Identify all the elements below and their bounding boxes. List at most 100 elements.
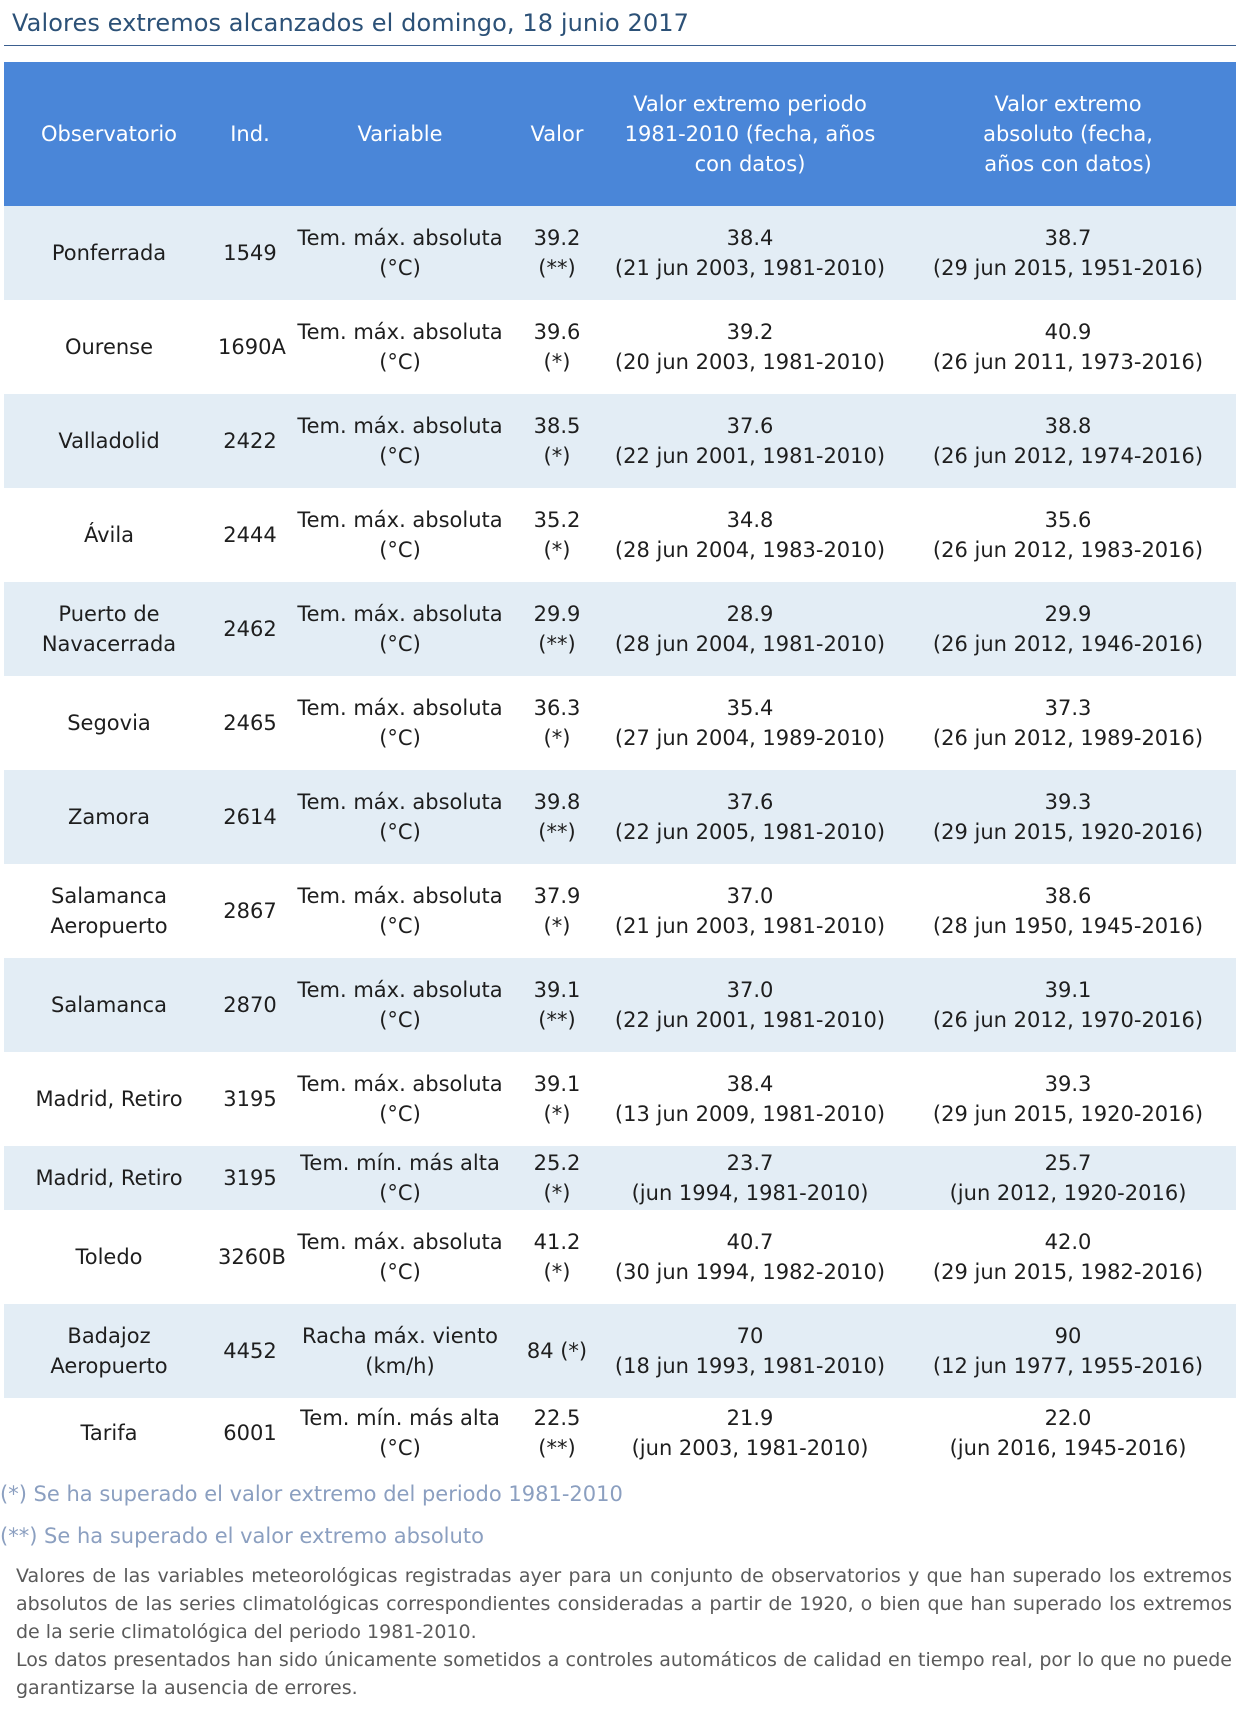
cell-absoluto: 22.0 (jun 2016, 1945-2016) [900, 1398, 1236, 1468]
cell-absoluto: 38.8 (26 jun 2012, 1974-2016) [900, 394, 1236, 488]
absoluto-value: 25.7 [1044, 1151, 1092, 1175]
header-observatorio: Observatorio [4, 62, 214, 206]
table-row: Madrid, Retiro 3195 Tem. mín. más alta (… [4, 1146, 1236, 1210]
cell-variable: Tem. máx. absoluta (°C) [297, 978, 503, 1032]
cell-ind: 2422 [223, 429, 277, 453]
periodo-info: (jun 2003, 1981-2010) [631, 1436, 869, 1460]
periodo-value: 40.7 [726, 1230, 774, 1254]
absoluto-value: 38.7 [1044, 226, 1092, 250]
periodo-info: (28 jun 2004, 1981-2010) [614, 632, 886, 656]
absoluto-info: (jun 2016, 1945-2016) [949, 1436, 1187, 1460]
absoluto-value: 39.3 [1044, 1072, 1092, 1096]
cell-periodo: 21.9 (jun 2003, 1981-2010) [600, 1398, 900, 1468]
cell-ind: 2465 [223, 711, 277, 735]
header-ind: Ind. [214, 62, 286, 206]
cell-variable: Tem. máx. absoluta (°C) [297, 508, 503, 562]
cell-periodo: 35.4 (27 jun 2004, 1989-2010) [600, 676, 900, 770]
cell-observatorio: Ponferrada [51, 241, 167, 265]
absoluto-info: (26 jun 2012, 1946-2016) [932, 632, 1204, 656]
cell-valor: 39.1 (*) [533, 1072, 581, 1126]
periodo-value: 28.9 [726, 602, 774, 626]
absoluto-value: 38.8 [1044, 414, 1092, 438]
cell-observatorio: Madrid, Retiro [35, 1166, 183, 1190]
extremes-table: Observatorio Ind. Variable Valor Valor e… [4, 62, 1236, 1468]
absoluto-value: 29.9 [1044, 602, 1092, 626]
cell-periodo: 37.6 (22 jun 2001, 1981-2010) [600, 394, 900, 488]
note-double-asterisk: (**) Se ha superado el valor extremo abs… [0, 1524, 484, 1548]
cell-absoluto: 39.1 (26 jun 2012, 1970-2016) [900, 958, 1236, 1052]
periodo-info: (22 jun 2001, 1981-2010) [614, 1008, 886, 1032]
cell-periodo: 70 (18 jun 1993, 1981-2010) [600, 1304, 900, 1398]
cell-valor: 84 (*) [526, 1339, 588, 1363]
cell-observatorio: Madrid, Retiro [35, 1087, 183, 1111]
absoluto-info: (28 jun 1950, 1945-2016) [932, 914, 1204, 938]
cell-variable: Tem. máx. absoluta (°C) [297, 790, 503, 844]
absoluto-value: 39.3 [1044, 790, 1092, 814]
cell-variable: Tem. mín. más alta (°C) [300, 1406, 500, 1460]
periodo-value: 38.4 [726, 226, 774, 250]
absoluto-info: (29 jun 2015, 1920-2016) [932, 1102, 1204, 1126]
cell-valor: 39.6 (*) [533, 320, 581, 374]
periodo-value: 21.9 [726, 1406, 774, 1430]
table-row: Ourense 1690A Tem. máx. absoluta (°C) 39… [4, 300, 1236, 394]
cell-ind: 3195 [223, 1166, 277, 1190]
table-row: Salamanca Aeropuerto 2867 Tem. máx. abso… [4, 864, 1236, 958]
periodo-info: (28 jun 2004, 1983-2010) [614, 538, 886, 562]
absoluto-value: 35.6 [1044, 508, 1092, 532]
absoluto-info: (29 jun 2015, 1982-2016) [932, 1260, 1204, 1284]
periodo-value: 37.6 [726, 790, 774, 814]
table-row: Zamora 2614 Tem. máx. absoluta (°C) 39.8… [4, 770, 1236, 864]
cell-valor: 39.1 (**) [533, 978, 581, 1032]
periodo-value: 37.0 [726, 978, 774, 1002]
header-absoluto: Valor extremo absoluto (fecha, años con … [900, 62, 1236, 206]
cell-valor: 35.2 (*) [533, 508, 581, 562]
cell-ind: 1690A [218, 335, 286, 359]
cell-variable: Tem. máx. absoluta (°C) [297, 414, 503, 468]
absoluto-info: (jun 2012, 1920-2016) [949, 1181, 1187, 1205]
cell-variable: Tem. máx. absoluta (°C) [297, 696, 503, 750]
cell-periodo: 34.8 (28 jun 2004, 1983-2010) [600, 488, 900, 582]
table-row: Ávila 2444 Tem. máx. absoluta (°C) 35.2 … [4, 488, 1236, 582]
table-row: Tarifa 6001 Tem. mín. más alta (°C) 22.5… [4, 1398, 1236, 1468]
cell-absoluto: 25.7 (jun 2012, 1920-2016) [900, 1146, 1236, 1210]
periodo-value: 35.4 [726, 696, 774, 720]
periodo-info: (21 jun 2003, 1981-2010) [614, 914, 886, 938]
cell-observatorio: Valladolid [58, 429, 160, 453]
cell-valor: 37.9 (*) [533, 884, 581, 938]
absoluto-info: (26 jun 2011, 1973-2016) [932, 350, 1204, 374]
cell-absoluto: 39.3 (29 jun 2015, 1920-2016) [900, 1052, 1236, 1146]
table-row: Toledo 3260B Tem. máx. absoluta (°C) 41.… [4, 1210, 1236, 1304]
table-body: Ponferrada 1549 Tem. máx. absoluta (°C) … [4, 206, 1236, 1468]
absoluto-value: 90 [1054, 1324, 1082, 1348]
absoluto-info: (26 jun 2012, 1983-2016) [932, 538, 1204, 562]
cell-observatorio: Badajoz Aeropuerto [50, 1324, 168, 1378]
periodo-value: 38.4 [726, 1072, 774, 1096]
cell-ind: 1549 [223, 241, 277, 265]
cell-observatorio: Ourense [64, 335, 154, 359]
absoluto-value: 39.1 [1044, 978, 1092, 1002]
periodo-info: (27 jun 2004, 1989-2010) [614, 726, 886, 750]
cell-observatorio: Tarifa [80, 1421, 138, 1445]
table-row: Puerto de Navacerrada 2462 Tem. máx. abs… [4, 582, 1236, 676]
cell-valor: 39.8 (**) [533, 790, 581, 844]
cell-variable: Racha máx. viento (km/h) [301, 1324, 499, 1378]
cell-variable: Tem. máx. absoluta (°C) [297, 884, 503, 938]
cell-valor: 25.2 (*) [533, 1151, 581, 1205]
cell-absoluto: 35.6 (26 jun 2012, 1983-2016) [900, 488, 1236, 582]
cell-ind: 3260B [218, 1245, 286, 1269]
cell-periodo: 37.6 (22 jun 2005, 1981-2010) [600, 770, 900, 864]
periodo-value: 70 [736, 1324, 764, 1348]
description-paragraph-2: Los datos presentados han sido únicament… [16, 1649, 1232, 1699]
periodo-info: (30 jun 1994, 1982-2010) [614, 1260, 886, 1284]
table-row: Ponferrada 1549 Tem. máx. absoluta (°C) … [4, 206, 1236, 300]
note-single-asterisk: (*) Se ha superado el valor extremo del … [0, 1482, 623, 1506]
cell-absoluto: 29.9 (26 jun 2012, 1946-2016) [900, 582, 1236, 676]
cell-valor: 41.2 (*) [533, 1230, 581, 1284]
cell-ind: 2867 [223, 899, 277, 923]
absoluto-value: 22.0 [1044, 1406, 1092, 1430]
cell-valor: 36.3 (*) [533, 696, 581, 750]
cell-absoluto: 37.3 (26 jun 2012, 1989-2016) [900, 676, 1236, 770]
periodo-info: (22 jun 2001, 1981-2010) [614, 444, 886, 468]
periodo-info: (22 jun 2005, 1981-2010) [614, 820, 886, 844]
cell-variable: Tem. máx. absoluta (°C) [297, 226, 503, 280]
